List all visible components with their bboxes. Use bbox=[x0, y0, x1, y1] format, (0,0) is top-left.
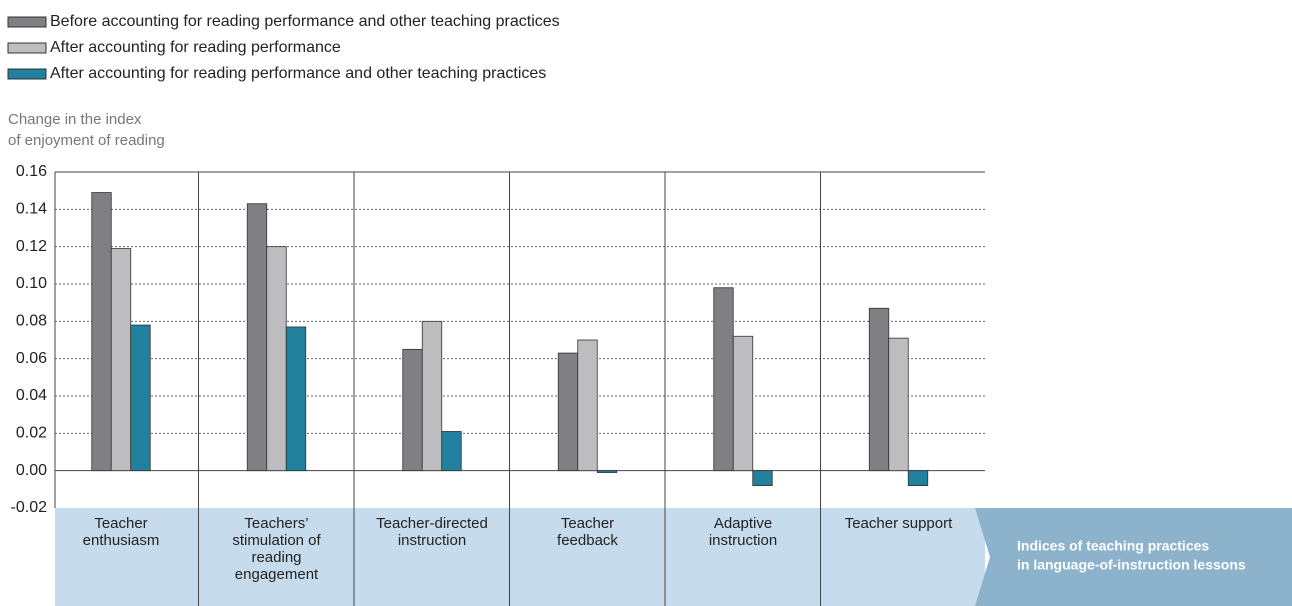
legend-swatch bbox=[7, 68, 47, 80]
y-axis-label: Change in the index bbox=[8, 111, 142, 128]
bar bbox=[246, 203, 268, 472]
x-tick-label: Teacher support bbox=[844, 515, 953, 532]
x-tick-label: Adaptive instruction bbox=[708, 515, 778, 549]
bar bbox=[91, 192, 112, 472]
legend-swatch bbox=[7, 16, 47, 28]
y-tick-label: 0.12 bbox=[16, 238, 47, 255]
legend-label: Before accounting for reading performanc… bbox=[50, 13, 560, 30]
category-band bbox=[55, 508, 985, 606]
bar bbox=[713, 287, 734, 472]
bar bbox=[732, 335, 754, 472]
y-tick-label: 0.10 bbox=[16, 275, 47, 292]
bar bbox=[577, 339, 598, 472]
y-axis-label: of enjoyment of reading bbox=[8, 132, 165, 149]
legend-label: After accounting for reading performance bbox=[50, 39, 341, 56]
y-tick-label: 0.06 bbox=[16, 350, 47, 367]
bar bbox=[285, 326, 307, 472]
x-tick-label: Teacher-directed instruction bbox=[376, 515, 488, 549]
axis-title-box bbox=[975, 508, 1292, 606]
y-tick-label: 0.14 bbox=[16, 201, 47, 218]
bar bbox=[868, 307, 890, 472]
bar bbox=[130, 324, 151, 472]
y-tick-label: -0.02 bbox=[11, 499, 48, 516]
bar bbox=[421, 320, 443, 472]
y-tick-label: 0.08 bbox=[16, 313, 47, 330]
y-tick-label: 0.00 bbox=[16, 462, 47, 479]
bar bbox=[907, 470, 929, 486]
x-axis-title: Indices of teaching practices bbox=[1017, 538, 1209, 554]
x-tick-label: Teacher feedback bbox=[557, 515, 618, 549]
y-tick-label: 0.16 bbox=[16, 163, 47, 180]
bar bbox=[596, 470, 618, 473]
x-tick-label: Teachers’ stimulation of reading engagem… bbox=[232, 515, 321, 583]
legend-label: After accounting for reading performance… bbox=[50, 65, 546, 82]
y-tick-label: 0.02 bbox=[16, 425, 47, 442]
y-tick-label: 0.04 bbox=[16, 387, 47, 404]
bar bbox=[266, 246, 287, 472]
bar bbox=[888, 337, 909, 472]
bar bbox=[441, 431, 462, 472]
bar bbox=[752, 470, 773, 486]
bar bbox=[557, 352, 579, 472]
bar bbox=[110, 248, 132, 472]
legend-swatch bbox=[7, 42, 47, 54]
bar bbox=[402, 348, 423, 472]
x-axis-title: in language-of-instruction lessons bbox=[1017, 557, 1246, 573]
x-tick-label: Teacher enthusiasm bbox=[82, 515, 160, 549]
